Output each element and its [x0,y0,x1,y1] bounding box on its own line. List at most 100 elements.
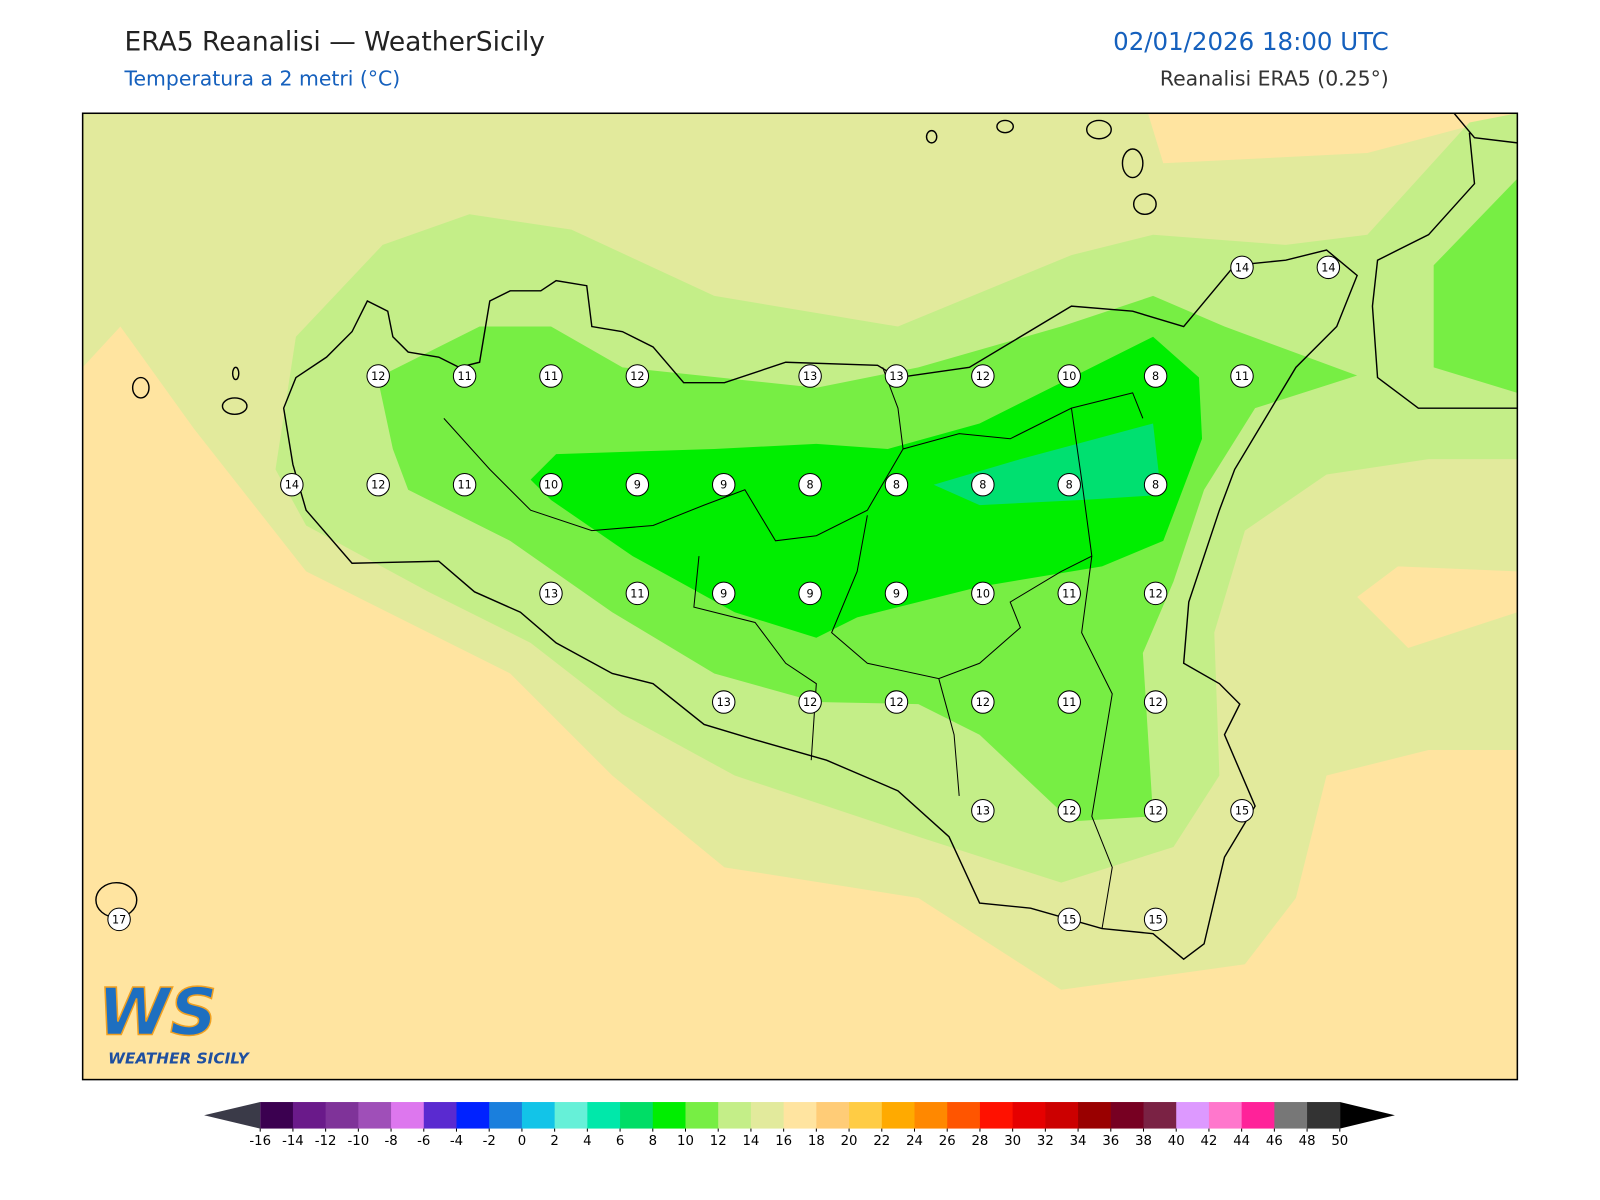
colorbar-tick-label: -8 [384,1134,397,1149]
station-value: 11 [1062,696,1076,709]
station-value: 12 [976,370,990,383]
logo: WS WEATHER SICILY [97,974,250,1068]
colorbar-box [750,1102,785,1129]
station-value: 12 [1062,805,1076,818]
station-marker [1057,472,1081,497]
colorbar-tick-label: 2 [550,1134,558,1149]
colorbar-tick-label: 38 [1135,1134,1152,1149]
station-value: 12 [976,696,990,709]
station-value: 13 [544,587,558,600]
station-marker [1230,798,1254,823]
station-value: 12 [1148,587,1162,600]
station: 9 [884,581,909,606]
colorbar-tick-label: -10 [348,1134,370,1149]
colorbar-box [325,1102,359,1129]
station-marker [798,472,822,497]
station: 11 [1230,364,1254,388]
colorbar-tick-label: 44 [1233,1134,1250,1149]
station: 17 [107,907,131,932]
colorbar-box [554,1102,588,1129]
station: 8 [798,472,822,497]
station: 8 [1057,472,1081,497]
station-marker [1057,798,1081,823]
colorbar-box [816,1102,850,1129]
station-value: 14 [1235,261,1249,274]
station-marker [1057,581,1081,606]
station-value: 13 [889,370,903,383]
station-value: 12 [1148,696,1162,709]
colorbar-box [358,1102,392,1129]
station-marker [711,472,736,497]
station: 10 [539,472,563,497]
colorbar-over [1339,1102,1395,1129]
colorbar-tick-label: 50 [1331,1134,1348,1149]
station-marker [1143,472,1168,497]
colorbar-tick-label: 18 [808,1134,825,1149]
colorbar-box [979,1102,1014,1129]
colorbar-box [652,1102,687,1129]
station-marker [1143,798,1168,823]
station: 13 [971,798,995,823]
colorbar-tick-label: 6 [616,1134,624,1149]
station-value: 11 [630,587,644,600]
colorbar-box [718,1102,752,1129]
datetime: 02/01/2026 18:00 UTC [1113,27,1389,56]
station: 8 [971,472,995,497]
colorbar-box [947,1102,981,1129]
station: 12 [1143,690,1168,714]
station-marker [452,472,477,497]
station-value: 12 [371,370,385,383]
station-marker [107,907,131,932]
station-value: 13 [717,696,731,709]
colorbar-box [685,1102,719,1129]
station: 15 [1143,907,1168,932]
station-value: 11 [457,479,471,492]
colorbar: -16 -14 -12 -10 -8 -6 -4 -2 0 2 4 6 8 10 12 14 16 18 20 22 2… [204,1102,1395,1149]
station-value: 9 [893,587,900,600]
station-value: 15 [1062,913,1076,926]
colorbar-tick-label: -12 [315,1134,337,1149]
station: 14 [1230,255,1254,280]
station: 13 [884,364,909,388]
colorbar-tick-label: 46 [1266,1134,1283,1149]
station: 12 [798,690,822,714]
station: 11 [1057,581,1081,606]
station-marker [884,472,909,497]
station-marker [1143,364,1168,388]
source: Reanalisi ERA5 (0.25°) [1160,67,1389,91]
station: 11 [1057,690,1081,714]
station: 10 [1057,364,1081,388]
colorbar-tick-label: 22 [873,1134,890,1149]
colorbar-tick-label: -16 [249,1134,271,1149]
station: 14 [1316,255,1341,280]
station-marker [1230,255,1254,280]
colorbar-tick-label: 30 [1004,1134,1021,1149]
colorbar-box [620,1102,654,1129]
colorbar-box [881,1102,916,1129]
station: 12 [1143,798,1168,823]
station-value: 12 [371,479,385,492]
colorbar-tick-label: -14 [282,1134,304,1149]
colorbar-box [1176,1102,1210,1129]
colorbar-box [489,1102,523,1129]
station: 12 [1143,581,1168,606]
colorbar-tick-label: 0 [518,1134,526,1149]
map-field: 14 14 12 11 11 12 13 13 12 10 8 11 14 12 11 10 9 9 8 8 8 8 8 13… [82,113,1518,1080]
colorbar-box [521,1102,556,1129]
colorbar-tick-label: 4 [583,1134,591,1149]
colorbar-box [1307,1102,1341,1129]
station: 11 [625,581,650,606]
station: 10 [971,581,995,606]
colorbar-tick-label: 14 [742,1134,759,1149]
colorbar-tick-label: 40 [1168,1134,1185,1149]
colorbar-tick-label: -4 [450,1134,463,1149]
station-value: 11 [544,370,558,383]
station: 8 [1143,364,1168,388]
station-marker [366,364,390,388]
station-value: 15 [1235,805,1249,818]
colorbar-box [1274,1102,1308,1129]
station-marker [1143,907,1168,932]
station-marker [1143,581,1168,606]
colorbar-box [1012,1102,1046,1129]
